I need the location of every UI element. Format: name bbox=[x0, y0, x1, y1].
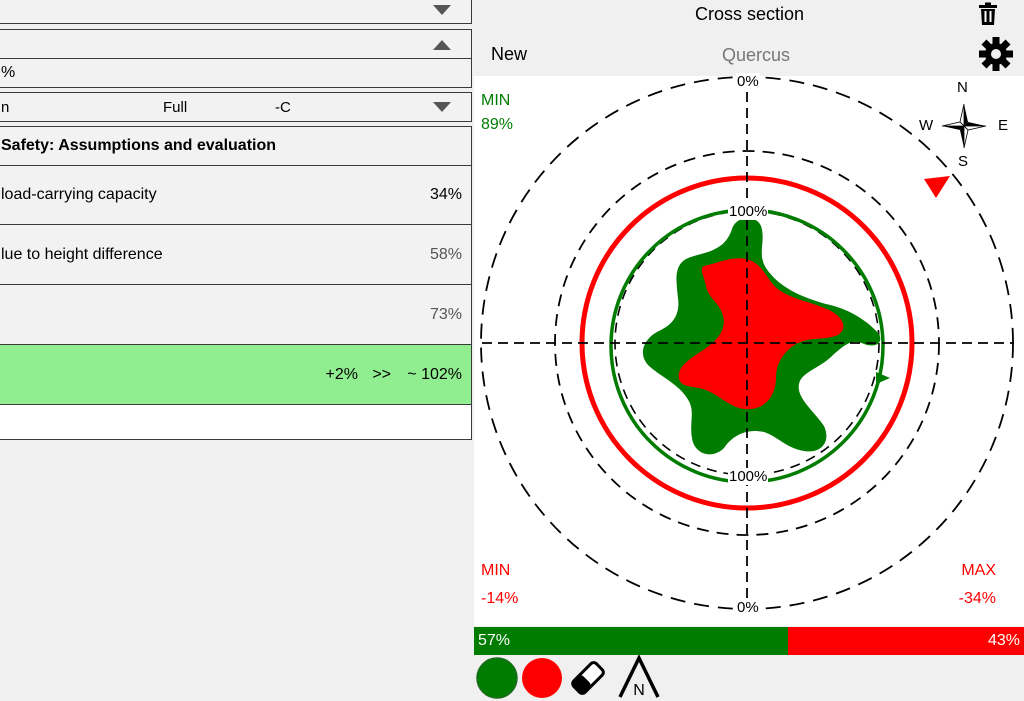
north-arrow-label: N bbox=[633, 682, 645, 699]
compass-icon bbox=[941, 103, 987, 149]
direction-marker bbox=[924, 176, 950, 198]
item-value: 34% bbox=[429, 186, 462, 203]
chevron-down-icon[interactable] bbox=[433, 5, 451, 15]
compass-e-label: E bbox=[998, 117, 1009, 134]
min-red-value: -14% bbox=[481, 590, 519, 607]
result-delta: +2% bbox=[325, 365, 358, 383]
red-cross-section bbox=[678, 258, 844, 410]
green-marker bbox=[876, 372, 890, 384]
item-value: 58% bbox=[429, 245, 462, 263]
chevron-down-icon[interactable] bbox=[433, 102, 451, 112]
result-approx: ~ 102% bbox=[407, 365, 462, 383]
green-value: 57% bbox=[478, 632, 511, 649]
max-red-label: MAX bbox=[961, 562, 996, 579]
mode-dropdown[interactable]: n Full -C bbox=[0, 92, 472, 122]
cross-section-chart[interactable]: 0% 0% 100% 100% N E S W MIN 89% MIN -14%… bbox=[474, 73, 1024, 626]
chevron-up-icon[interactable] bbox=[433, 40, 451, 50]
ratio-bar: 57% 43% bbox=[474, 627, 1024, 655]
red-segment: 43% bbox=[788, 627, 1024, 655]
tool-bar: N bbox=[474, 655, 1024, 700]
dropdown-2[interactable] bbox=[0, 29, 472, 59]
max-red-value: -34% bbox=[958, 590, 996, 607]
eraser-icon[interactable] bbox=[566, 656, 610, 700]
top-zero-label: 0% bbox=[736, 73, 760, 90]
compass-n-label: N bbox=[957, 79, 968, 96]
settings-panel: % n Full -C Safety: Assumptions and eval… bbox=[0, 0, 474, 700]
cross-section-panel: Cross section New Quercus bbox=[474, 0, 1024, 700]
compass-s-label: S bbox=[958, 153, 969, 170]
section-header-title: Safety: Assumptions and evaluation bbox=[1, 137, 277, 154]
green-circle-tool[interactable] bbox=[475, 656, 519, 700]
lower-hundred-label: 100% bbox=[728, 468, 769, 485]
item-label: load-carrying capacity bbox=[1, 186, 157, 203]
min-red-label: MIN bbox=[481, 562, 511, 579]
result-row[interactable]: +2% >> ~ 102% bbox=[0, 344, 472, 405]
percent-field-value: % bbox=[1, 64, 16, 81]
mode-prefix: n bbox=[1, 98, 10, 116]
item-value: 73% bbox=[429, 305, 462, 323]
mode-unit: -C bbox=[275, 98, 291, 116]
north-arrow-icon[interactable]: N bbox=[616, 655, 662, 701]
trash-icon[interactable] bbox=[976, 2, 1000, 26]
species-label: Quercus bbox=[722, 45, 791, 65]
dropdown-1[interactable] bbox=[0, 0, 472, 24]
section-header: Safety: Assumptions and evaluation bbox=[0, 126, 472, 166]
min-green-label: MIN bbox=[481, 92, 511, 109]
upper-hundred-label: 100% bbox=[728, 203, 769, 220]
min-green-value: 89% bbox=[481, 116, 514, 133]
percent-field[interactable]: % bbox=[0, 58, 472, 88]
mode-value: Full bbox=[163, 98, 188, 116]
list-item[interactable]: 73% bbox=[0, 284, 472, 345]
new-button[interactable]: New bbox=[491, 44, 528, 64]
red-value: 43% bbox=[987, 632, 1020, 649]
cross-section-diagram bbox=[480, 76, 1014, 616]
gear-icon[interactable] bbox=[978, 36, 1014, 72]
page-title: Cross section bbox=[695, 4, 805, 24]
list-item[interactable]: load-carrying capacity 34% bbox=[0, 165, 472, 225]
empty-row[interactable] bbox=[0, 404, 472, 440]
list-item[interactable]: lue to height difference 58% bbox=[0, 224, 472, 285]
compass-w-label: W bbox=[919, 117, 934, 134]
bottom-zero-label: 0% bbox=[736, 599, 760, 616]
result-arrow: >> bbox=[372, 365, 391, 383]
green-segment: 57% bbox=[474, 627, 788, 655]
red-circle-tool[interactable] bbox=[520, 656, 564, 700]
item-label: lue to height difference bbox=[1, 245, 163, 263]
